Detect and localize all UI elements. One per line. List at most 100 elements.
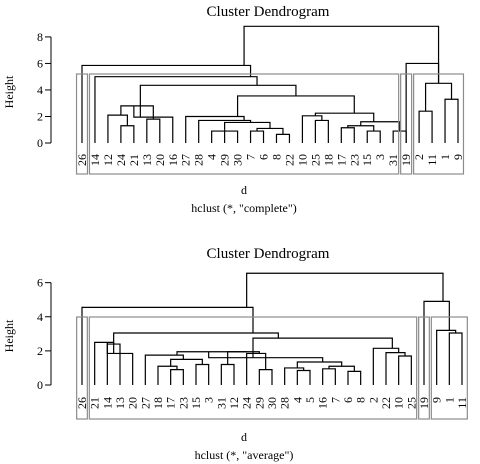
leaf-label: 31	[386, 154, 400, 166]
dendrogram-branch	[296, 369, 311, 385]
dendrogram-branch	[198, 119, 252, 143]
x-axis-label: d	[241, 183, 247, 197]
leaf-label: 10	[392, 397, 406, 409]
dendrogram-branch	[224, 121, 271, 130]
dendrogram-branch	[347, 370, 362, 385]
cluster-box	[75, 73, 89, 175]
y-tick-label: 0	[37, 378, 43, 392]
leaf-label: 20	[153, 154, 167, 166]
dendrogram-branch	[314, 112, 375, 122]
y-tick-label: 2	[37, 344, 43, 358]
dendrogram-branch	[185, 115, 245, 143]
dendrogram-branch	[385, 351, 406, 385]
leaf-label: 30	[265, 397, 279, 409]
dendrogram-branch	[392, 130, 407, 143]
dendrogram-branch	[444, 98, 459, 143]
dendrogram-branch	[139, 84, 297, 118]
leaf-label: 23	[176, 397, 190, 409]
leaf-label: 2	[366, 397, 380, 403]
dendrogram-branch	[81, 306, 254, 385]
leaf-label: 20	[126, 397, 140, 409]
dendrogram-branch	[94, 341, 115, 385]
leaf-label: 11	[455, 397, 469, 409]
leaf-label: 24	[114, 154, 128, 166]
dendrogram-branch	[284, 367, 305, 385]
leaf-label: 24	[240, 397, 254, 409]
y-tick-label: 8	[37, 30, 43, 44]
leaf-label: 13	[113, 397, 127, 409]
leaf-label: 28	[278, 397, 292, 409]
leaf-label: 15	[360, 154, 374, 166]
leaf-label: 12	[101, 154, 115, 166]
dendrogram-branch	[94, 76, 258, 143]
dendrogram-branch	[398, 355, 412, 385]
dendrogram-branch	[144, 354, 184, 385]
dendrogram-branch	[360, 121, 401, 132]
leaf-label: 23	[347, 154, 361, 166]
leaf-label: 8	[269, 154, 283, 160]
dendrogram-branch	[107, 114, 128, 143]
leaf-label: 12	[227, 397, 241, 409]
leaf-label: 31	[214, 397, 228, 409]
dendrogram-branch	[322, 368, 336, 385]
leaf-label: 9	[430, 397, 444, 403]
leaf-label: 7	[244, 154, 258, 160]
leaf-label: 14	[100, 397, 114, 409]
leaf-label: 1	[442, 397, 456, 403]
average-linkage-dendrogram: Cluster Dendrogram Height d hclust (*, "…	[2, 246, 469, 462]
method-subtitle: hclust (*, "average")	[195, 448, 294, 462]
leaf-label: 29	[252, 397, 266, 409]
leaf-label: 19	[399, 154, 413, 166]
leaf-label: 16	[316, 397, 330, 409]
leaf-label: 30	[231, 154, 245, 166]
leaf-label: 26	[75, 397, 89, 409]
dendrogram-branch	[208, 351, 324, 362]
y-tick-label: 6	[37, 276, 43, 290]
leaf-label: 25	[308, 154, 322, 166]
method-subtitle: hclust (*, "complete")	[191, 201, 296, 215]
y-axis-label: Height	[2, 75, 16, 108]
leaf-label: 26	[75, 154, 89, 166]
dendrogram-branch	[120, 105, 154, 120]
dendrogram-branch	[301, 115, 323, 143]
y-tick-label: 4	[37, 83, 43, 97]
dendrogram-branch	[436, 329, 457, 385]
dendrogram-branch	[372, 347, 400, 385]
dendrogram-branch	[176, 351, 247, 356]
y-tick-label: 2	[37, 109, 43, 123]
dendrogram-branch	[423, 300, 450, 385]
y-tick-label: 6	[37, 56, 43, 70]
leaf-label: 2	[412, 154, 426, 160]
chart-title: Cluster Dendrogram	[207, 246, 330, 262]
dendrogram-branch	[366, 130, 381, 143]
dendrogram-branch	[448, 332, 463, 385]
dendrogram-branch	[347, 125, 375, 132]
leaf-label: 13	[140, 154, 154, 166]
leaf-label: 4	[205, 154, 219, 160]
y-tick-label: 4	[37, 310, 43, 324]
leaf-label: 7	[328, 397, 342, 403]
dendrogram-branch	[275, 133, 291, 143]
y-tick-label: 0	[37, 136, 43, 150]
dendrogram-branch	[405, 62, 440, 143]
leaf-label: 3	[202, 397, 216, 403]
dendrogram-branch	[246, 272, 444, 308]
dendrogram-branch	[314, 119, 329, 143]
leaf-label: 19	[417, 397, 431, 409]
dendrogram-branch	[120, 125, 135, 143]
chart-title: Cluster Dendrogram	[207, 4, 330, 20]
dendrogram-branch	[81, 64, 252, 143]
dendrogram-branch	[157, 365, 178, 385]
dendrogram-branch	[246, 352, 267, 385]
complete-linkage-dendrogram: Cluster Dendrogram Height d hclust (*, "…	[2, 4, 465, 215]
cluster-box	[88, 73, 400, 175]
leaf-label: 3	[373, 154, 387, 160]
leaf-label: 17	[334, 154, 348, 166]
dendrogram-branch	[424, 82, 453, 112]
leaf-label: 4	[290, 397, 304, 403]
leaf-label: 9	[451, 154, 465, 160]
leaf-label: 21	[88, 397, 102, 409]
leaf-label: 17	[164, 397, 178, 409]
leaf-label: 6	[341, 397, 355, 403]
cluster-box	[430, 316, 468, 420]
